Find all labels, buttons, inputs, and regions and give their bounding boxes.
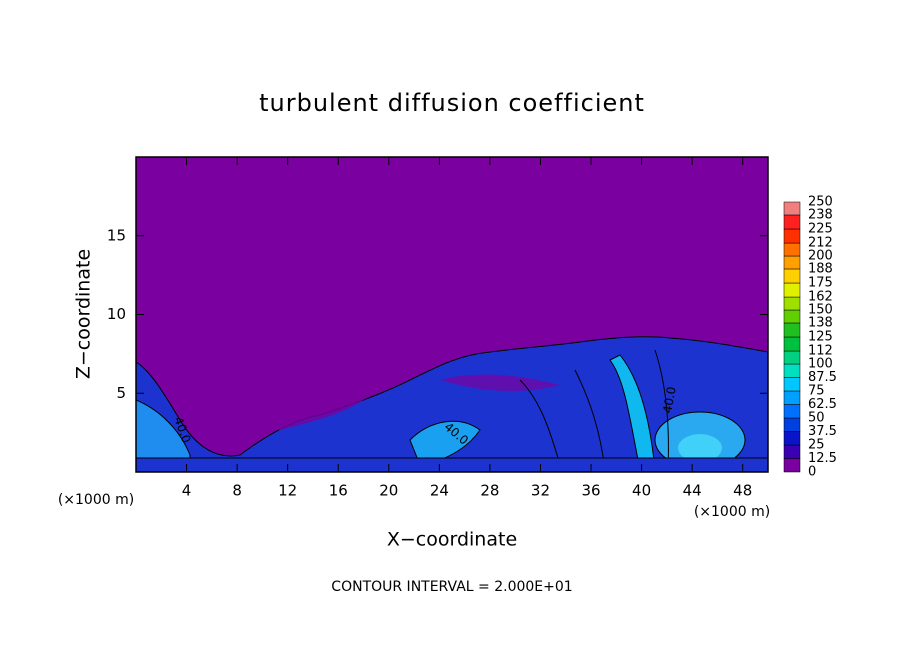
- x-unit-label: (×1000 m): [58, 492, 134, 508]
- x-axis-label: X−coordinate: [387, 529, 517, 551]
- colorbar-label: 100: [808, 357, 833, 372]
- colorbar-label: 150: [808, 303, 833, 318]
- x-tick-label: 28: [480, 482, 499, 500]
- colorbar-label: 75: [808, 384, 825, 399]
- colorbar-label: 212: [808, 236, 833, 251]
- field-region: [136, 336, 768, 472]
- colorbar-cell: [783, 309, 801, 324]
- colorbar-cell: [783, 404, 801, 419]
- colorbar-label: 250: [808, 195, 833, 210]
- colorbar-cell: [783, 458, 801, 473]
- colorbar-cell: [783, 336, 801, 352]
- field-region: [136, 457, 768, 472]
- x-tick-label: 8: [232, 482, 242, 500]
- colorbar-cell: [783, 201, 801, 216]
- x-tick-label: 16: [329, 482, 348, 500]
- chart-title: turbulent diffusion coefficient: [259, 89, 645, 117]
- colorbar-label: 225: [808, 222, 833, 237]
- contour-line: [654, 349, 669, 471]
- y-tick-label: 5: [116, 384, 126, 402]
- x-tick-label: 44: [683, 482, 702, 500]
- colorbar-label: 200: [808, 249, 833, 264]
- colorbar-label: 25: [808, 438, 825, 453]
- colorbar-cell: [783, 377, 801, 392]
- y-tick-label: 10: [107, 305, 126, 323]
- field-region: [678, 434, 722, 462]
- colorbar-label: 0: [808, 465, 816, 480]
- colorbar-label: 175: [808, 276, 833, 291]
- x-unit-label: (×1000 m): [694, 504, 770, 520]
- y-tick-label: 15: [107, 226, 126, 244]
- colorbar-label: 37.5: [808, 424, 837, 439]
- colorbar-label: 50: [808, 411, 825, 426]
- colorbar-cell: [783, 282, 801, 298]
- x-tick-label: 32: [531, 482, 550, 500]
- colorbar-cell: [783, 322, 801, 338]
- colorbar-label: 162: [808, 290, 833, 305]
- colorbar-label: 112: [808, 344, 833, 359]
- colorbar-label: 138: [808, 315, 833, 330]
- colorbar-label: 188: [808, 261, 833, 276]
- colorbar-cell: [783, 363, 801, 378]
- contour-label: 40.0: [660, 386, 678, 415]
- colorbar-label: 238: [808, 207, 833, 222]
- x-tick-label: 12: [278, 482, 297, 500]
- contour-line: [519, 379, 561, 466]
- colorbar-cell: [783, 350, 801, 365]
- colorbar-cell: [783, 268, 801, 284]
- x-tick-label: 40: [632, 482, 651, 500]
- field-region: [440, 374, 560, 392]
- colorbar-cell: [783, 296, 801, 311]
- colorbar-label: 62.5: [808, 397, 837, 412]
- colorbar-label: 12.5: [808, 451, 837, 466]
- field: [136, 157, 768, 472]
- x-tick-label: 24: [430, 482, 449, 500]
- y-axis-label: Z−coordinate: [73, 249, 95, 379]
- colorbar-cell: [783, 417, 801, 432]
- x-tick-label: 48: [733, 482, 752, 500]
- x-tick-label: 36: [581, 482, 600, 500]
- field-region: [260, 385, 380, 430]
- colorbar-cell: [783, 390, 801, 405]
- colorbar-label: 125: [808, 330, 833, 345]
- colorbar-label: 87.5: [808, 370, 837, 385]
- colorbar-cell: [783, 431, 801, 446]
- colorbar-cell: [783, 214, 801, 230]
- colorbar-cell: [783, 242, 801, 257]
- x-tick-label: 4: [182, 482, 192, 500]
- colorbar-cell: [783, 444, 801, 459]
- colorbar-cell: [783, 228, 801, 244]
- x-tick-label: 20: [379, 482, 398, 500]
- colorbar-cell: [783, 255, 801, 270]
- contour-interval-note: CONTOUR INTERVAL = 2.000E+01: [331, 579, 572, 595]
